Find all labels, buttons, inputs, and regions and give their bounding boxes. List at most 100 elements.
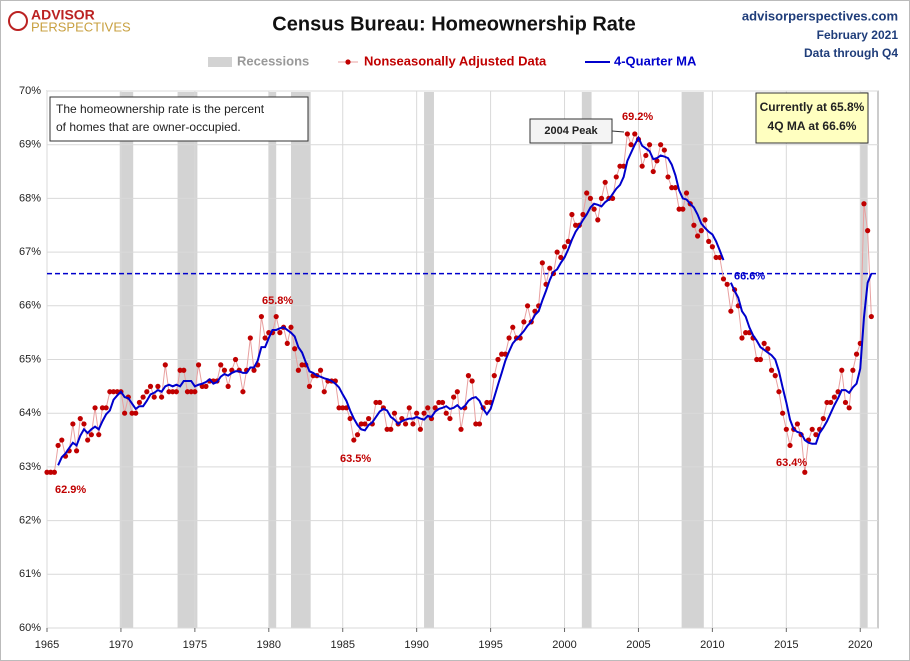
- x-tick-label: 2010: [700, 639, 724, 651]
- data-point: [591, 206, 597, 212]
- data-point: [787, 442, 793, 449]
- data-point: [465, 373, 472, 379]
- legend-label: Recessions: [237, 53, 309, 68]
- data-point: [402, 421, 409, 427]
- data-point: [262, 335, 268, 341]
- data-point: [820, 415, 826, 422]
- data-point: [665, 174, 671, 180]
- legend-label: 4-Quarter MA: [614, 53, 697, 68]
- line-series: [57, 135, 725, 466]
- y-tick-label: 66%: [19, 300, 41, 312]
- data-point: [469, 378, 475, 384]
- data-point: [706, 238, 712, 244]
- data-point: [103, 405, 109, 411]
- data-point: [73, 448, 80, 454]
- x-tick-label: 1975: [183, 639, 207, 651]
- data-point: [140, 394, 146, 400]
- data-point: [55, 442, 61, 449]
- data-point: [218, 362, 224, 368]
- data-point: [44, 469, 50, 475]
- data-point: [683, 190, 690, 196]
- data-point: [646, 142, 653, 148]
- data-point: [484, 399, 490, 406]
- logo-icon: [8, 11, 28, 31]
- data-point: [865, 228, 871, 234]
- data-point: [672, 185, 679, 191]
- x-tick-label: 1980: [257, 639, 281, 651]
- data-point: [273, 313, 279, 320]
- x-tick-label: 2015: [774, 639, 798, 651]
- data-point: [192, 389, 198, 395]
- y-tick-label: 65%: [19, 353, 41, 365]
- date: February 2021: [817, 28, 899, 42]
- data-point: [743, 330, 749, 336]
- annotation: 69.2%: [622, 111, 653, 123]
- y-tick-label: 62%: [19, 515, 41, 527]
- data-point: [676, 206, 682, 212]
- note-box: [49, 96, 309, 142]
- data-point: [624, 131, 630, 137]
- data-point: [554, 249, 560, 255]
- x-tick-label: 2000: [552, 639, 576, 651]
- data-point: [122, 410, 128, 416]
- current-text: Currently at 65.8%: [760, 100, 865, 114]
- data-point: [188, 389, 194, 395]
- x-tick-label: 1990: [404, 639, 428, 651]
- data-point: [691, 222, 697, 228]
- data-point: [702, 217, 708, 223]
- data-point: [839, 367, 845, 373]
- y-tick-label: 67%: [19, 246, 41, 258]
- data-point: [181, 367, 187, 373]
- data-point: [794, 421, 801, 427]
- data-point: [809, 426, 815, 432]
- data-point: [92, 405, 98, 411]
- data-point: [617, 163, 623, 169]
- data-point: [584, 190, 590, 196]
- data-point: [177, 367, 183, 373]
- data-point: [598, 195, 605, 201]
- data-point: [547, 265, 553, 271]
- data-point: [377, 399, 383, 406]
- data-point: [739, 335, 745, 341]
- data-point: [373, 399, 379, 406]
- data-point: [761, 340, 767, 346]
- legend-swatch: [345, 59, 351, 65]
- peak-box: [529, 118, 613, 144]
- annotation: 63.4%: [776, 457, 807, 469]
- data-point: [680, 206, 686, 212]
- data-point: [728, 308, 734, 314]
- data-point: [88, 432, 94, 438]
- data-point: [473, 421, 479, 427]
- data-point: [51, 469, 57, 475]
- data-point: [299, 362, 305, 368]
- data-point: [85, 437, 91, 443]
- data-point: [184, 389, 191, 395]
- data-point: [491, 373, 497, 379]
- annotation: 63.5%: [340, 453, 371, 465]
- data-point: [709, 244, 715, 250]
- data-point: [846, 405, 852, 411]
- line-series: [729, 273, 873, 445]
- data-point: [284, 340, 290, 346]
- data-point: [107, 389, 113, 395]
- data-point: [695, 233, 701, 239]
- data-point: [170, 389, 176, 395]
- data-point: [81, 421, 87, 427]
- data-point: [813, 432, 819, 438]
- data-point: [425, 405, 431, 411]
- data-point: [661, 147, 667, 153]
- note-text: The homeownership rate is the percent: [56, 102, 265, 116]
- data-point: [447, 415, 453, 422]
- x-tick-label: 1995: [478, 639, 502, 651]
- data-point: [258, 313, 265, 320]
- data-point: [406, 405, 412, 411]
- data-point: [166, 389, 172, 395]
- data-point: [391, 410, 398, 416]
- y-tick-label: 63%: [19, 461, 41, 473]
- y-tick-label: 61%: [19, 568, 41, 580]
- data-point: [110, 389, 117, 395]
- data-point: [802, 469, 808, 475]
- data-point: [558, 254, 564, 261]
- data-point: [195, 362, 202, 368]
